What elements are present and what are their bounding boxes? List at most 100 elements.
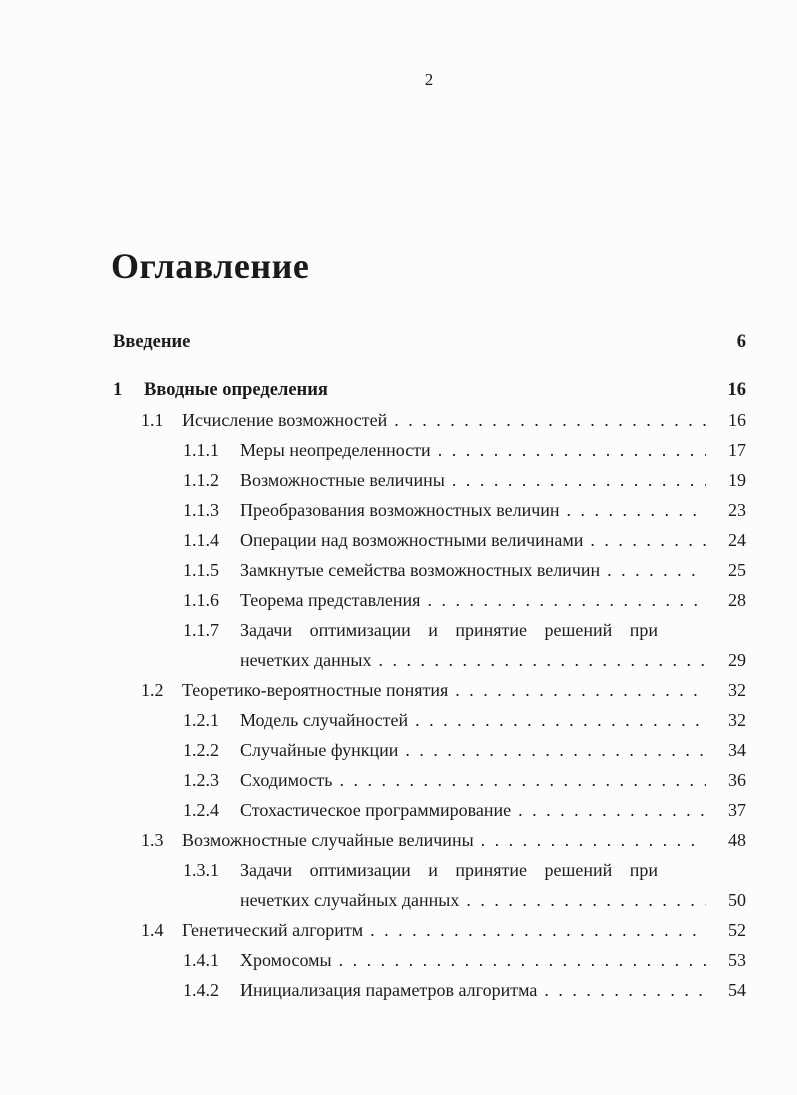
toc-entry-body: Задачи оптимизации и принятие решений пр… [240,855,746,915]
toc-entry-page: 6 [736,332,746,352]
toc-entry-body: Модель случайностей 32 [240,705,746,735]
toc-entry-page: 32 [728,710,746,730]
toc-entry-page: 50 [728,890,746,910]
toc-entry-number: 1.4 [141,920,164,940]
toc-entry-page: 16 [727,380,747,400]
toc-entry-label: Сходимость [240,770,333,790]
toc-entry-body: Теорема представления 28 [240,585,746,615]
toc-leader-dots [590,525,706,555]
toc-entry-body: Теоретико-вероятностные понятия 32 [182,675,746,705]
toc-entry-label: Исчисление возможностей [182,410,388,430]
toc-entry-label: Введение [113,332,191,352]
toc-entry-number: 1.1.2 [183,470,219,490]
toc-list: Введение 6 1 Вводные определения 16 1.1 Ис… [113,327,746,1005]
toc-leader-dots [544,975,706,1005]
toc-entry-label: Замкнутые семейства возможностных величи… [240,560,601,580]
toc-entry-number: 1.1.5 [183,560,219,580]
toc-entry-page: 34 [728,740,746,760]
toc-entry-page: 36 [728,770,746,790]
toc-entry-body: Возможностные случайные величины 48 [182,825,746,855]
toc-entry-number: 1.2 [141,680,164,700]
toc-entry: 1.1.1 Меры неопределенности 17 [113,435,746,465]
toc-leader-dots [455,675,706,705]
toc-entry-page: 28 [728,590,746,610]
toc-entry-page: 53 [728,950,746,970]
toc-entry: 1.1.4 Операции над возможностными величи… [113,525,746,555]
toc-leader-dots [340,765,707,795]
toc-entry-body: Введение 6 [113,327,746,357]
toc-entry-label: Генетический алгоритм [182,920,364,940]
toc-entry-body: Инициализация параметров алгоритма 54 [240,975,746,1005]
toc-entry-number: 1.1.7 [183,620,219,640]
toc-leader-dots [607,555,706,585]
toc-leader-dots [427,585,706,615]
toc-entry: 1.1 Исчисление возможностей 16 [113,405,746,435]
toc-leader-dots [339,945,706,975]
toc-entry-body: Хромосомы 53 [240,945,746,975]
toc-entry-label: Преобразования возможностных величин [240,500,560,520]
toc-entry-label: Задачи оптимизации и принятие решений пр… [240,860,658,880]
toc-entry-body: Операции над возможностными величинами 24 [240,525,746,555]
toc-entry-label: Возможностные случайные величины [182,830,474,850]
toc-entry: 1.1.5 Замкнутые семейства возможностных … [113,555,746,585]
toc-entry-number: 1.4.1 [183,950,219,970]
toc-entry-number: 1.2.1 [183,710,219,730]
toc-leader-dots [405,735,706,765]
toc-entry-label: Хромосомы [240,950,332,970]
toc-entry-body: Задачи оптимизации и принятие решений пр… [240,615,746,675]
toc-entry: 1.2.3 Сходимость 36 [113,765,746,795]
toc-entry-number: 1.1.6 [183,590,219,610]
toc-entry-page: 32 [728,680,746,700]
toc-leader-dots [481,825,706,855]
toc-entry-page: 48 [728,830,746,850]
toc-entry: Введение 6 [113,327,746,357]
toc-entry-number: 1.2.3 [183,770,219,790]
toc-entry-number: 1 [113,380,123,400]
toc-entry-page: 24 [728,530,746,550]
toc-entry-page: 52 [728,920,746,940]
toc-entry-body: Стохастическое программирование 37 [240,795,746,825]
toc-entry-number: 1.3.1 [183,860,219,880]
toc-entry-body: Сходимость 36 [240,765,746,795]
toc-entry-page: 54 [728,980,746,1000]
toc-leader-dots [466,885,706,915]
toc-entry: 1.1.7 Задачи оптимизации и принятие реше… [113,615,746,675]
toc-leader-dots [438,435,706,465]
toc-leader-dots [518,795,706,825]
toc-entry-label: Вводные определения [144,380,328,400]
toc-entry: 1.2 Теоретико-вероятностные понятия 32 [113,675,746,705]
toc-entry-page: 29 [728,650,746,670]
toc-entry-page: 25 [728,560,746,580]
toc-entry: 1.3.1 Задачи оптимизации и принятие реше… [113,855,746,915]
toc-entry-number: 1.4.2 [183,980,219,1000]
toc-entry-body: Вводные определения 16 [144,375,746,405]
toc-entry-number: 1.1.4 [183,530,219,550]
toc-entry-number: 1.1.1 [183,440,219,460]
toc-entry: 1.4.1 Хромосомы 53 [113,945,746,975]
toc-entry-number: 1.3 [141,830,164,850]
toc-entry-label: Случайные функции [240,740,399,760]
toc-entry-body: Меры неопределенности 17 [240,435,746,465]
toc-entry-label-continued: нечетких данных [240,650,372,670]
toc-entry: 1.1.2 Возможностные величины 19 [113,465,746,495]
toc-entry-number: 1.1.3 [183,500,219,520]
toc-entry: 1.2.4 Стохастическое программирование 37 [113,795,746,825]
toc-entry-number: 1.2.2 [183,740,219,760]
toc-leader-dots [394,405,706,435]
toc-entry: 1.3 Возможностные случайные величины 48 [113,825,746,855]
toc-entry: 1.4.2 Инициализация параметров алгоритма… [113,975,746,1005]
toc-entry-label: Меры неопределенности [240,440,431,460]
toc-entry-body: Исчисление возможностей 16 [182,405,746,435]
toc-entry-page: 16 [728,410,746,430]
toc-leader-dots [567,495,706,525]
toc-entry: 1.2.1 Модель случайностей 32 [113,705,746,735]
toc-entry-label: Инициализация параметров алгоритма [240,980,538,1000]
toc-entry-page: 19 [728,470,746,490]
toc-entry-page: 23 [728,500,746,520]
toc-leader-dots [415,705,706,735]
toc-entry: 1.1.3 Преобразования возможностных велич… [113,495,746,525]
toc-entry-number: 1.1 [141,410,164,430]
toc-entry-body: Замкнутые семейства возможностных величи… [240,555,746,585]
toc-entry-page: 17 [728,440,746,460]
